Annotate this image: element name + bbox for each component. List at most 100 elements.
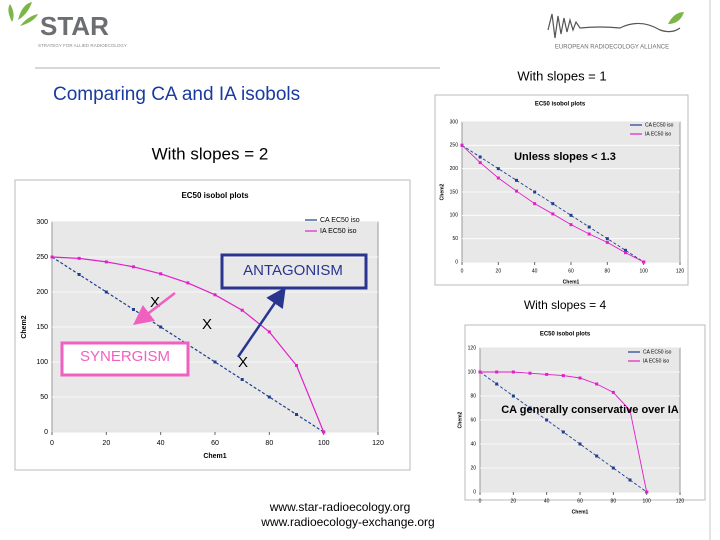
y-tick-label: 50 (452, 236, 458, 242)
x-axis-label: Chem1 (203, 453, 226, 460)
y-tick-label: 100 (36, 359, 48, 366)
data-point (496, 176, 500, 180)
x-tick-label: 60 (577, 498, 583, 504)
y-tick-label: 200 (450, 166, 459, 172)
legend-label: IA EC50 iso (643, 358, 669, 364)
data-point (624, 251, 627, 255)
x-axis-label: Chem1 (572, 509, 589, 515)
data-point (587, 232, 591, 236)
data-point (545, 372, 549, 376)
annotation: X (238, 354, 248, 371)
x-tick-label: 20 (496, 268, 502, 274)
data-point (159, 325, 163, 329)
data-point (545, 418, 549, 422)
x-tick-label: 60 (568, 268, 574, 274)
data-point (528, 371, 532, 375)
footer-link: www.radioecology-exchange.org (260, 515, 434, 529)
y-tick-label: 150 (450, 189, 459, 195)
data-point (605, 237, 609, 241)
data-point (561, 374, 565, 378)
x-tick-label: 0 (479, 498, 482, 504)
data-point (132, 308, 135, 311)
data-point (569, 223, 573, 227)
y-axis-label: Chem2 (21, 315, 28, 338)
y-tick-label: 120 (468, 345, 477, 351)
x-tick-label: 100 (639, 268, 648, 274)
data-point (478, 370, 482, 374)
x-tick-label: 20 (511, 498, 517, 504)
data-point (511, 394, 515, 398)
chart-caption: With slopes = 2 (152, 144, 269, 163)
annotation: ANTAGONISM (243, 262, 343, 279)
x-tick-label: 40 (157, 440, 165, 447)
data-point (528, 406, 532, 410)
slide-title: Comparing CA and IA isobols (53, 84, 300, 105)
x-tick-label: 80 (605, 268, 611, 274)
annotation: Unless slopes < 1.3 (514, 151, 616, 163)
y-tick-label: 60 (470, 417, 476, 423)
data-point (645, 490, 649, 494)
data-point (551, 202, 555, 206)
data-point (611, 390, 615, 394)
x-tick-label: 120 (676, 268, 685, 274)
data-point (77, 256, 81, 260)
y-tick-label: 150 (36, 324, 48, 331)
data-point (628, 408, 632, 412)
x-tick-label: 40 (532, 268, 538, 274)
data-point (595, 382, 599, 386)
y-tick-label: 100 (468, 369, 477, 375)
x-tick-label: 100 (642, 498, 651, 504)
logo-text: STAR (40, 11, 109, 41)
x-tick-label: 20 (102, 440, 110, 447)
x-tick-label: 120 (676, 498, 685, 504)
annotation: CA generally conservative over IA (501, 404, 679, 416)
chart: With slopes = 2 EC50 isobol plots 0 50 100 15… (14, 144, 411, 471)
annotation-box (220, 253, 368, 290)
x-tick-label: 120 (372, 440, 384, 447)
x-tick-label: 80 (611, 498, 617, 504)
data-point (267, 330, 271, 334)
data-point (628, 478, 632, 482)
data-point (267, 395, 271, 399)
x-axis-label: Chem1 (563, 279, 580, 285)
data-point (642, 260, 646, 264)
chart-title: EC50 isobol plots (540, 332, 591, 338)
footer-link: www.star-radioecology.org (269, 500, 411, 514)
y-tick-label: 200 (36, 289, 48, 296)
y-tick-label: 250 (36, 254, 48, 261)
data-point (295, 413, 298, 416)
data-point (551, 212, 555, 216)
chart-caption: With slopes = 4 (524, 298, 607, 312)
data-point (533, 202, 537, 206)
alliance-text: EUROPEAN RADIOECOLOGY ALLIANCE (555, 45, 669, 51)
data-point (515, 178, 518, 182)
data-point (50, 255, 54, 259)
data-point (240, 308, 244, 312)
legend-label: IA EC50 iso (320, 228, 357, 235)
data-point (624, 248, 627, 252)
data-point (104, 260, 108, 264)
data-point (595, 454, 599, 458)
data-point (132, 265, 135, 269)
y-tick-label: 0 (455, 259, 458, 265)
star-logo: STAR STRATEGY FOR ALLIED RADIOECOLOGY (8, 2, 127, 48)
y-tick-label: 80 (470, 393, 476, 399)
arrow (133, 292, 176, 326)
data-point (478, 161, 482, 165)
data-point (569, 213, 573, 217)
y-tick-label: 40 (470, 441, 476, 447)
y-tick-label: 50 (40, 394, 48, 401)
data-point (104, 290, 108, 294)
data-point (77, 273, 81, 276)
data-point (605, 240, 609, 244)
data-point (496, 167, 500, 171)
data-point (511, 370, 515, 374)
chart: With slopes = 1 EC50 isobol plots 0 50 100 15… (434, 68, 689, 286)
data-point (533, 190, 537, 194)
x-tick-label: 60 (211, 440, 219, 447)
data-point (611, 466, 615, 470)
alliance-logo: EUROPEAN RADIOECOLOGY ALLIANCE (547, 12, 684, 51)
legend-label: CA EC50 iso (645, 122, 674, 128)
data-point (186, 281, 190, 285)
data-point (478, 155, 482, 159)
